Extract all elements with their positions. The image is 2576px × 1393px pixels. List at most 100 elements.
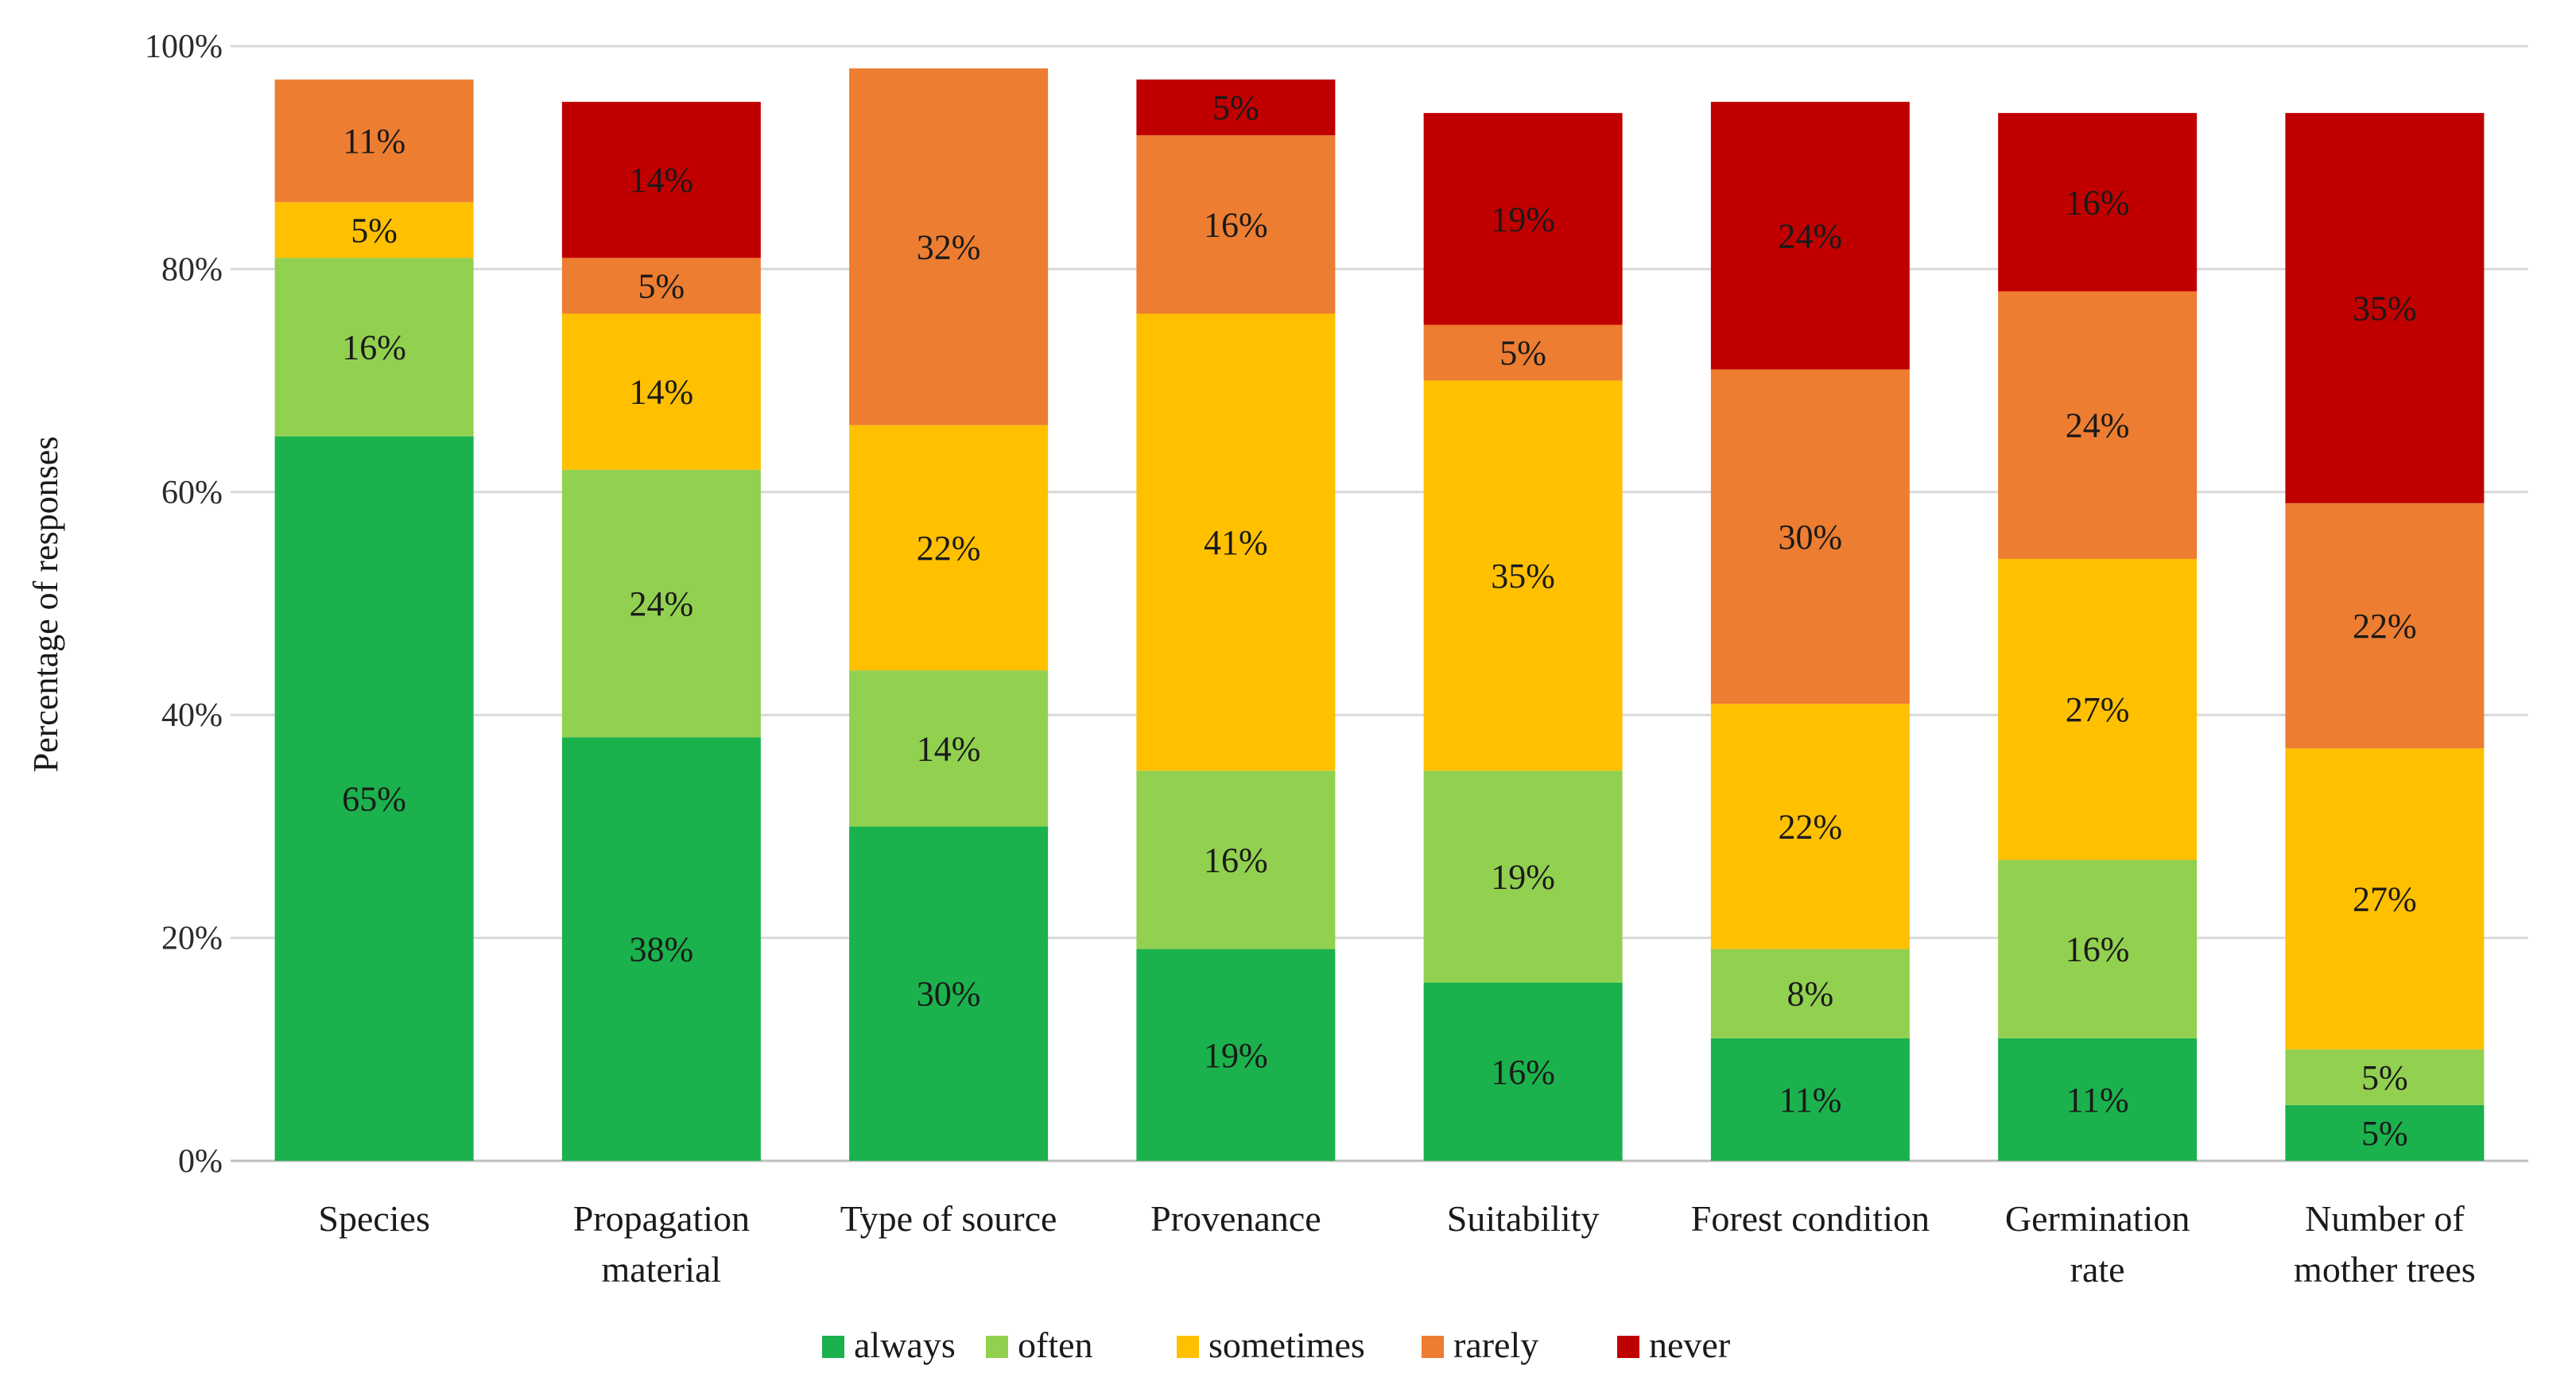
data-label: 24% [630, 584, 694, 623]
legend-swatch-never [1617, 1336, 1639, 1358]
bar-segment-rarely [1136, 135, 1336, 314]
data-label: 16% [1204, 205, 1268, 244]
bar-segment-never [1710, 102, 1910, 370]
bar-segment-always [2285, 1104, 2485, 1161]
data-label: 19% [1491, 200, 1555, 239]
bar-segment-sometimes [1423, 380, 1623, 771]
x-category-label: Provenance [1150, 1198, 1321, 1239]
bar-segment-rarely [561, 258, 761, 314]
bar-segment-often [1998, 859, 2198, 1038]
data-label: 8% [1787, 975, 1834, 1014]
bar-segment-often [849, 670, 1049, 827]
data-label: 11% [1779, 1081, 1841, 1119]
x-category-label: Number of [2305, 1198, 2465, 1239]
data-label: 5% [638, 266, 685, 305]
data-label: 30% [917, 975, 981, 1014]
bar-segment-rarely [274, 80, 474, 203]
data-label: 24% [2066, 406, 2130, 445]
bar-segment-rarely [1710, 369, 1910, 704]
x-category-label: Suitability [1447, 1198, 1600, 1239]
data-label: 35% [1491, 557, 1555, 596]
data-label: 5% [1499, 334, 1546, 373]
bar-segment-always [1710, 1038, 1910, 1161]
bar-segment-never [2285, 113, 2485, 503]
data-label: 11% [343, 122, 405, 161]
bar-segment-always [561, 737, 761, 1161]
data-label: 14% [917, 729, 981, 768]
x-category-label: Type of source [840, 1198, 1057, 1239]
bar-segment-sometimes [849, 425, 1049, 671]
data-label: 27% [2066, 690, 2130, 729]
legend: always often sometimes rarely never [822, 1325, 1730, 1365]
bar-segment-often [274, 258, 474, 437]
data-label: 32% [917, 227, 981, 266]
bar-segment-often [1710, 949, 1910, 1038]
legend-label-always: always [854, 1325, 956, 1365]
data-label: 11% [2066, 1081, 2129, 1119]
data-label: 30% [1779, 518, 1843, 557]
x-category-label: Forest condition [1691, 1198, 1930, 1239]
data-label: 14% [630, 161, 694, 200]
bar-segment-always [274, 436, 474, 1161]
bar-segment-rarely [2285, 502, 2485, 749]
data-label: 19% [1204, 1036, 1268, 1075]
data-label: 24% [1779, 216, 1843, 255]
legend-swatch-always [822, 1336, 844, 1358]
data-label: 16% [2066, 183, 2130, 222]
data-label: 19% [1491, 857, 1555, 896]
data-labels: 65% 16% 5% 11% 38% 24% 14% 5% 14% 30% 14% 22% 32% 19%… [342, 88, 2416, 1153]
data-label: 38% [630, 930, 694, 969]
data-label: 5% [351, 211, 398, 250]
bar-segment-sometimes [2285, 748, 2485, 1050]
legend-swatch-sometimes [1177, 1336, 1199, 1358]
bar-segment-often [1423, 770, 1623, 983]
x-category-label: material [602, 1249, 722, 1290]
y-axis-ticks: 0% 20% 40% 60% 80% 100% [145, 29, 223, 1180]
legend-label-rarely: rarely [1453, 1325, 1538, 1365]
data-label: 16% [342, 328, 406, 367]
y-tick-label: 60% [161, 475, 223, 511]
data-label: 35% [2353, 289, 2417, 328]
bar-segment-sometimes [1710, 704, 1910, 949]
x-category-label: Germination [2005, 1198, 2190, 1239]
y-tick-label: 40% [161, 697, 223, 734]
data-label: 16% [1491, 1053, 1555, 1092]
data-label: 5% [1212, 88, 1259, 127]
bar-segment-rarely [849, 68, 1049, 425]
legend-swatch-often [986, 1336, 1008, 1358]
data-label: 16% [2066, 930, 2130, 969]
legend-label-sometimes: sometimes [1208, 1325, 1365, 1365]
bar-segment-sometimes [274, 202, 474, 258]
data-label: 22% [1779, 807, 1843, 846]
y-tick-label: 100% [145, 29, 223, 65]
data-label: 22% [2353, 607, 2417, 646]
x-axis-categories: Species Propagation material Type of source… [318, 1198, 2475, 1290]
data-label: 22% [917, 529, 981, 568]
bar-segment-rarely [1423, 324, 1623, 381]
bar-segment-sometimes [561, 313, 761, 470]
data-label: 5% [2361, 1114, 2408, 1153]
data-label: 41% [1204, 523, 1268, 562]
bar-segment-never [1423, 113, 1623, 325]
bar-segment-never [1136, 80, 1336, 136]
x-category-label: rate [2070, 1249, 2125, 1290]
y-axis-label: Percentage of responses [26, 437, 65, 773]
data-label: 27% [2353, 880, 2417, 919]
bar-segment-always [1136, 949, 1336, 1161]
bar-segment-never [1998, 113, 2198, 292]
bar-segment-often [1136, 770, 1336, 949]
x-category-label: Species [318, 1198, 430, 1239]
bar-segment-often [2285, 1049, 2485, 1105]
bar-segment-often [561, 469, 761, 738]
y-tick-label: 0% [178, 1143, 223, 1180]
bar-segment-sometimes [1998, 558, 2198, 860]
legend-swatch-rarely [1422, 1336, 1444, 1358]
bar-segment-always [1423, 982, 1623, 1161]
data-label: 16% [1204, 840, 1268, 879]
data-label: 5% [2361, 1058, 2408, 1097]
x-category-label: mother trees [2294, 1249, 2476, 1290]
y-tick-label: 20% [161, 921, 223, 957]
bar-segment-never [561, 102, 761, 258]
bar-segment-sometimes [1136, 313, 1336, 771]
